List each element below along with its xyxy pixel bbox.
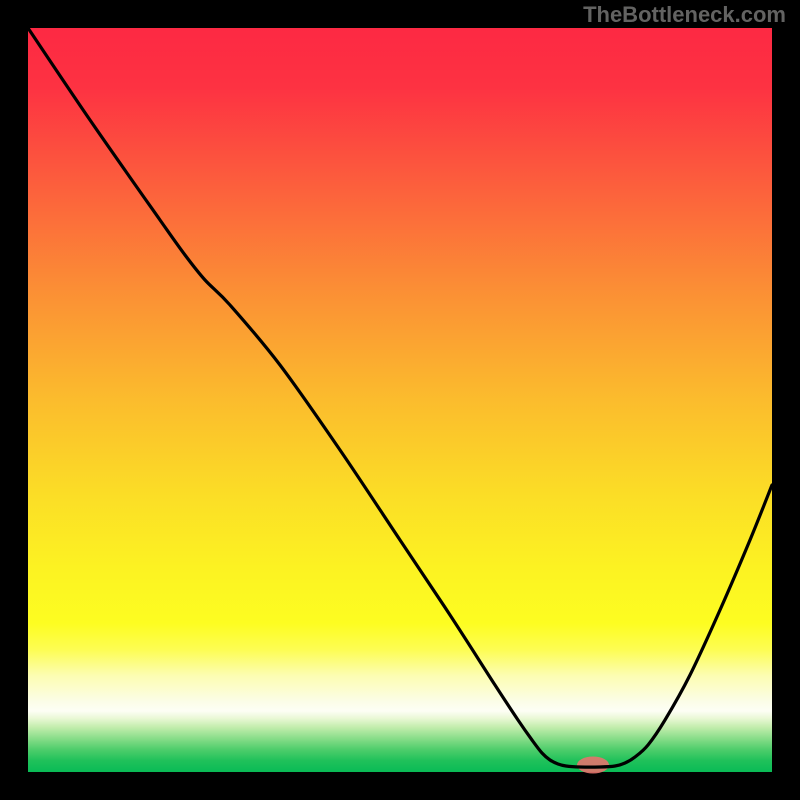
bottleneck-curve-plot	[0, 0, 800, 800]
plot-background	[28, 28, 772, 772]
chart-container: { "watermark": { "text": "TheBottleneck.…	[0, 0, 800, 800]
optimum-marker	[577, 757, 609, 774]
watermark-text: TheBottleneck.com	[583, 2, 786, 28]
